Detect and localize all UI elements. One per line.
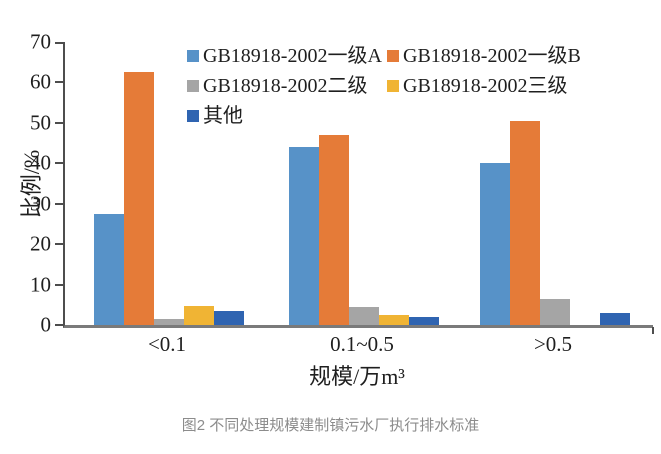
legend-label: GB18918-2002二级: [203, 74, 368, 97]
y-tick-0: [55, 324, 63, 326]
y-tick-label-10: 10: [30, 272, 51, 297]
legend-item-5: 其他: [187, 104, 387, 127]
y-tick-50: [55, 121, 63, 124]
x-axis-title: 规模/万m³: [309, 364, 405, 389]
legend-swatch-icon: [387, 49, 399, 62]
bar-series4-group1: [184, 305, 214, 325]
bar-series3-group1: [154, 318, 184, 325]
y-tick-label-50: 50: [30, 110, 51, 135]
y-tick-label-0: 0: [40, 312, 52, 337]
bar-series3-group3: [540, 298, 570, 325]
y-tick-label-70: 70: [30, 29, 51, 54]
y-tick-20: [55, 243, 63, 246]
bar-series1-group1: [94, 213, 124, 325]
y-tick-label-30: 30: [30, 191, 51, 216]
y-tick-70: [55, 42, 63, 44]
legend-label: GB18918-2002一级B: [403, 44, 581, 67]
legend-swatch-icon: [387, 79, 399, 92]
legend-label: GB18918-2002三级: [403, 74, 568, 97]
legend-item-4: GB18918-2002三级: [387, 74, 581, 97]
legend-label: 其他: [203, 104, 243, 127]
bar-series3-group2: [349, 306, 379, 325]
y-tick-60: [55, 81, 63, 84]
legend-item-2: GB18918-2002一级B: [387, 44, 581, 67]
legend: GB18918-2002一级A GB18918-2002一级B GB18918-20…: [187, 44, 581, 127]
figure-caption: 图2 不同处理规模建制镇污水厂执行排水标准: [181, 417, 480, 434]
legend-label: GB18918-2002一级A: [203, 44, 382, 67]
bar-series5-group2: [409, 316, 439, 325]
x-category-label-1: <0.1: [147, 332, 187, 356]
plot-area: GB18918-2002一级A GB18918-2002一级B GB18918-20…: [30, 31, 654, 335]
legend-item-1: GB18918-2002一级A: [187, 44, 387, 67]
bar-series1-group2: [289, 147, 319, 325]
y-axis-title: 比例/%: [19, 149, 44, 219]
x-category-label-2: 0.1~0.5: [330, 332, 394, 356]
y-tick-label-40: 40: [30, 150, 51, 175]
y-tick-label-60: 60: [30, 69, 51, 94]
legend-swatch-icon: [187, 109, 199, 122]
bar-series2-group3: [510, 120, 540, 325]
bar-series2-group2: [319, 135, 349, 325]
y-tick-label-20: 20: [30, 231, 51, 256]
y-tick-10: [55, 283, 63, 286]
y-tick-30: [55, 202, 63, 205]
x-category-label-3: >0.5: [533, 332, 573, 356]
legend-item-3: GB18918-2002二级: [187, 74, 387, 97]
bar-series5-group3: [600, 312, 630, 325]
bar-series4-group2: [379, 314, 409, 325]
x-axis-end-tick: [652, 327, 654, 334]
bar-series1-group3: [480, 163, 510, 325]
bar-series2-group1: [124, 72, 154, 325]
y-tick-40: [55, 162, 63, 165]
legend-swatch-icon: [187, 79, 199, 92]
legend-swatch-icon: [187, 49, 199, 62]
bar-series5-group1: [214, 310, 244, 325]
